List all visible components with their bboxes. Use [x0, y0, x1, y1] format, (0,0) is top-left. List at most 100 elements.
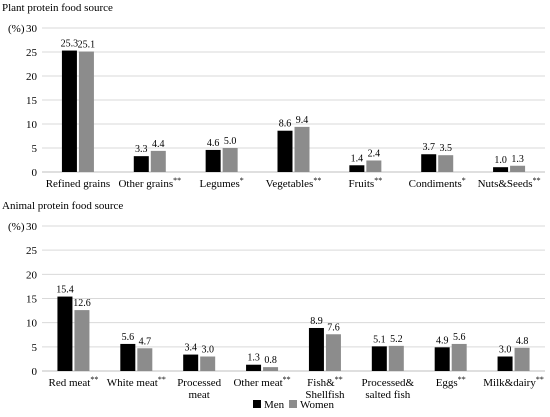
- category-label: Shellfish: [305, 389, 345, 401]
- significance-mark: *: [240, 176, 244, 185]
- data-label: 3.4: [184, 343, 197, 354]
- data-label: 5.6: [122, 332, 135, 343]
- significance-mark: **: [533, 176, 541, 185]
- bar-women: [263, 367, 279, 371]
- y-tick-label: 5: [32, 342, 38, 354]
- category-label: salted fish: [365, 389, 410, 401]
- y-tick-label: 30: [26, 221, 38, 233]
- significance-mark: **: [374, 176, 382, 185]
- significance-mark: **: [458, 375, 466, 384]
- category-label: Processed: [177, 377, 221, 389]
- significance-mark: **: [335, 375, 343, 384]
- significance-mark: **: [158, 375, 166, 384]
- category-label: Condiments*: [409, 176, 466, 190]
- animal-chart-title: Animal protein food source: [2, 200, 124, 212]
- y-tick-label: 25: [26, 47, 38, 59]
- y-tick-label: 25: [26, 245, 38, 257]
- bar-men: [421, 154, 437, 172]
- legend-swatch-women: [289, 400, 297, 408]
- data-label: 8.6: [279, 119, 292, 130]
- bar-men: [277, 130, 293, 172]
- bar-women: [78, 51, 94, 172]
- bar-men: [246, 364, 262, 371]
- bar-men: [205, 149, 221, 172]
- data-label: 0.8: [264, 355, 277, 366]
- bar-women: [514, 347, 530, 371]
- data-label: 5.6: [453, 332, 466, 343]
- data-label: 3.3: [135, 144, 148, 155]
- category-label: Other grains**: [118, 176, 181, 190]
- category-label: Fish&**: [307, 375, 343, 389]
- y-axis-unit-label: (%): [8, 221, 25, 233]
- data-label: 5.1: [373, 334, 386, 345]
- significance-mark: **: [90, 375, 98, 384]
- data-label: 7.6: [327, 322, 340, 333]
- plant-chart-title: Plant protein food source: [2, 2, 113, 14]
- bar-men: [120, 343, 136, 371]
- data-label: 25.1: [78, 40, 96, 51]
- y-tick-label: 5: [32, 143, 38, 155]
- bar-women: [510, 165, 526, 172]
- y-tick-label: 15: [26, 294, 38, 306]
- data-label: 4.7: [139, 336, 152, 347]
- significance-mark: **: [536, 375, 544, 384]
- bar-men: [497, 356, 513, 371]
- data-label: 25.3: [61, 39, 79, 50]
- data-label: 15.4: [56, 285, 74, 296]
- category-label: Nuts&Seeds**: [478, 176, 541, 190]
- category-label: Red meat**: [49, 375, 99, 389]
- data-label: 3.0: [499, 345, 512, 356]
- bar-men: [493, 167, 509, 172]
- data-label: 4.6: [207, 138, 220, 149]
- significance-mark: **: [313, 176, 321, 185]
- category-label: Fruits**: [349, 176, 383, 190]
- y-tick-label: 30: [26, 23, 38, 35]
- bar-women: [388, 345, 404, 371]
- bar-men: [57, 296, 73, 371]
- data-label: 5.0: [224, 136, 237, 147]
- significance-mark: **: [173, 176, 181, 185]
- bar-women: [366, 160, 382, 172]
- bar-women: [137, 348, 153, 371]
- bar-men: [183, 354, 199, 371]
- y-tick-label: 10: [26, 119, 38, 131]
- data-label: 4.8: [516, 336, 529, 347]
- data-label: 1.4: [351, 153, 364, 164]
- data-label: 4.9: [436, 335, 449, 346]
- data-label: 12.6: [73, 298, 91, 309]
- category-label: Refined grains: [46, 178, 110, 190]
- bar-women: [294, 126, 310, 172]
- data-label: 4.4: [152, 139, 165, 150]
- data-label: 8.9: [310, 316, 323, 327]
- data-label: 5.2: [390, 334, 403, 345]
- category-label: Other meat**: [233, 375, 290, 389]
- legend-label-men: Men: [264, 399, 285, 411]
- bar-men: [371, 346, 387, 371]
- category-label: Milk&dairy**: [483, 375, 544, 389]
- bar-men: [61, 50, 77, 173]
- data-label: 9.4: [296, 115, 309, 126]
- data-label: 3.0: [201, 345, 214, 356]
- y-tick-label: 0: [32, 167, 38, 179]
- data-label: 3.5: [439, 143, 452, 154]
- significance-mark: *: [462, 176, 466, 185]
- y-tick-label: 20: [26, 269, 38, 281]
- category-label: Legumes*: [199, 176, 243, 190]
- data-label: 1.3: [511, 154, 524, 165]
- category-label: Eggs**: [436, 375, 466, 389]
- significance-mark: **: [283, 375, 291, 384]
- legend-label-women: Women: [300, 399, 334, 411]
- y-tick-label: 0: [32, 366, 38, 378]
- y-axis-unit-label: (%): [8, 23, 25, 35]
- bar-men: [133, 156, 149, 172]
- y-tick-label: 20: [26, 71, 38, 83]
- data-label: 3.7: [422, 142, 435, 153]
- bar-women: [200, 356, 216, 371]
- data-label: 2.4: [368, 148, 381, 159]
- bar-women: [74, 310, 90, 371]
- category-label: Vegetables**: [266, 176, 322, 190]
- y-tick-label: 15: [26, 95, 38, 107]
- data-label: 1.3: [247, 353, 260, 364]
- category-label: Processed&: [362, 377, 415, 389]
